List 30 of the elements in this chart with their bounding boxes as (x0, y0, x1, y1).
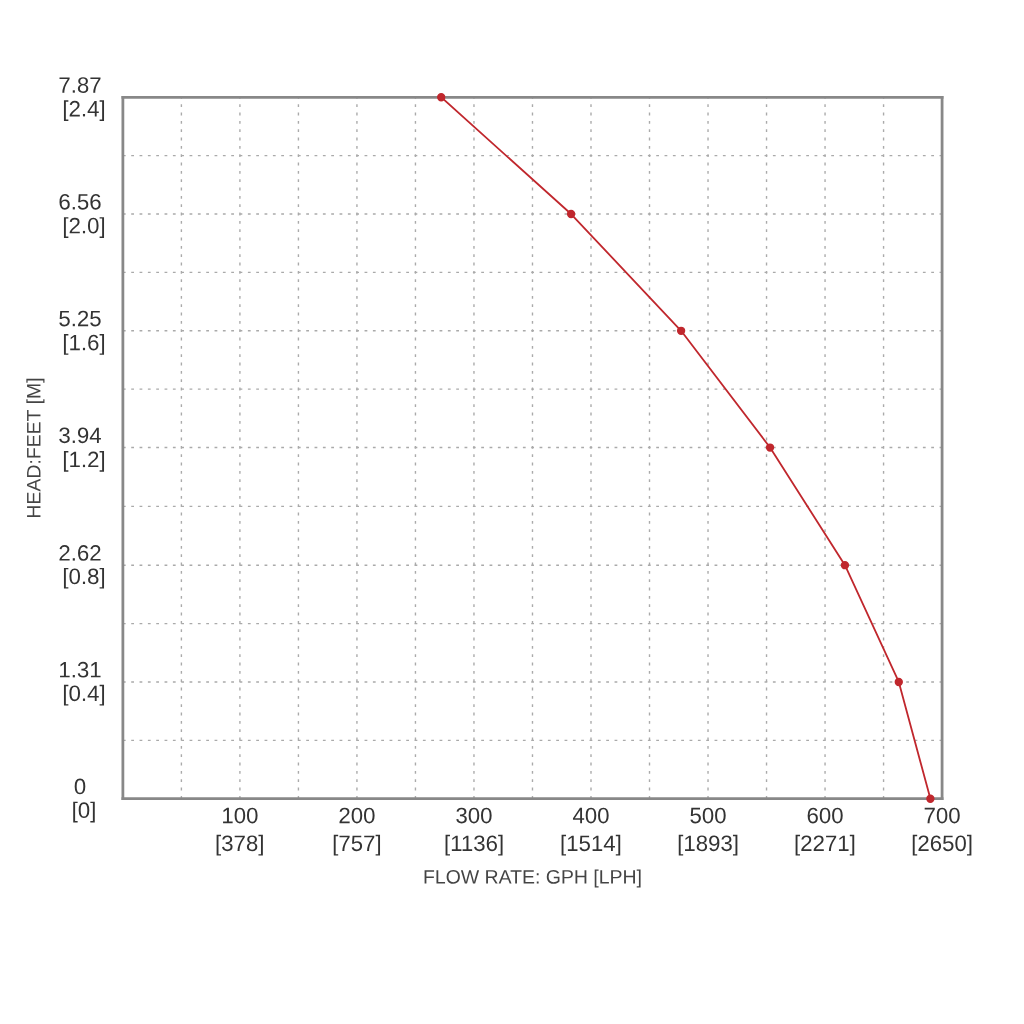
x2-tick-label: [2650] (912, 834, 972, 856)
y2-tick-label: [0.8] (63, 567, 105, 589)
x-tick-label: 200 (339, 807, 375, 824)
x-tick-label: 700 (924, 807, 960, 824)
y-tick-label: 0 (74, 778, 86, 795)
x-tick-label: 400 (572, 807, 609, 824)
x2-tick-label: [1514] (561, 834, 621, 856)
x2-tick-label: [1893] (678, 834, 738, 856)
y-tick-label: 7.87 (59, 77, 101, 93)
y2-tick-label: [1.6] (63, 334, 105, 355)
y-tick-label: 5.25 (59, 310, 101, 327)
y-axis-title: HEAD:FEET [M] (26, 378, 45, 517)
x-tick-label: 500 (690, 807, 726, 824)
y-tick-label: 6.56 (59, 193, 101, 210)
x2-tick-label: [1136] (445, 834, 503, 856)
x2-tick-label: [378] (216, 834, 263, 856)
x-tick-label: 100 (223, 807, 258, 824)
y-tick-label: 3.94 (59, 427, 101, 444)
x-tick-label: 600 (807, 807, 843, 824)
y2-tick-label: [1.2] (63, 451, 105, 472)
y2-tick-label: [0] (73, 801, 95, 823)
x2-tick-label: [757] (333, 834, 381, 856)
y2-tick-label: [2.0] (63, 217, 105, 238)
x-tick-label: 300 (456, 807, 492, 824)
x-axis-title: FLOW RATE: GPH [LPH] (424, 869, 641, 888)
x2-tick-label: [2271] (795, 834, 855, 856)
y2-tick-label: [0.4] (63, 684, 105, 706)
y2-tick-label: [2.4] (63, 100, 105, 121)
y-tick-label: 2.62 (59, 545, 101, 561)
y-tick-label: 1.31 (60, 661, 101, 678)
